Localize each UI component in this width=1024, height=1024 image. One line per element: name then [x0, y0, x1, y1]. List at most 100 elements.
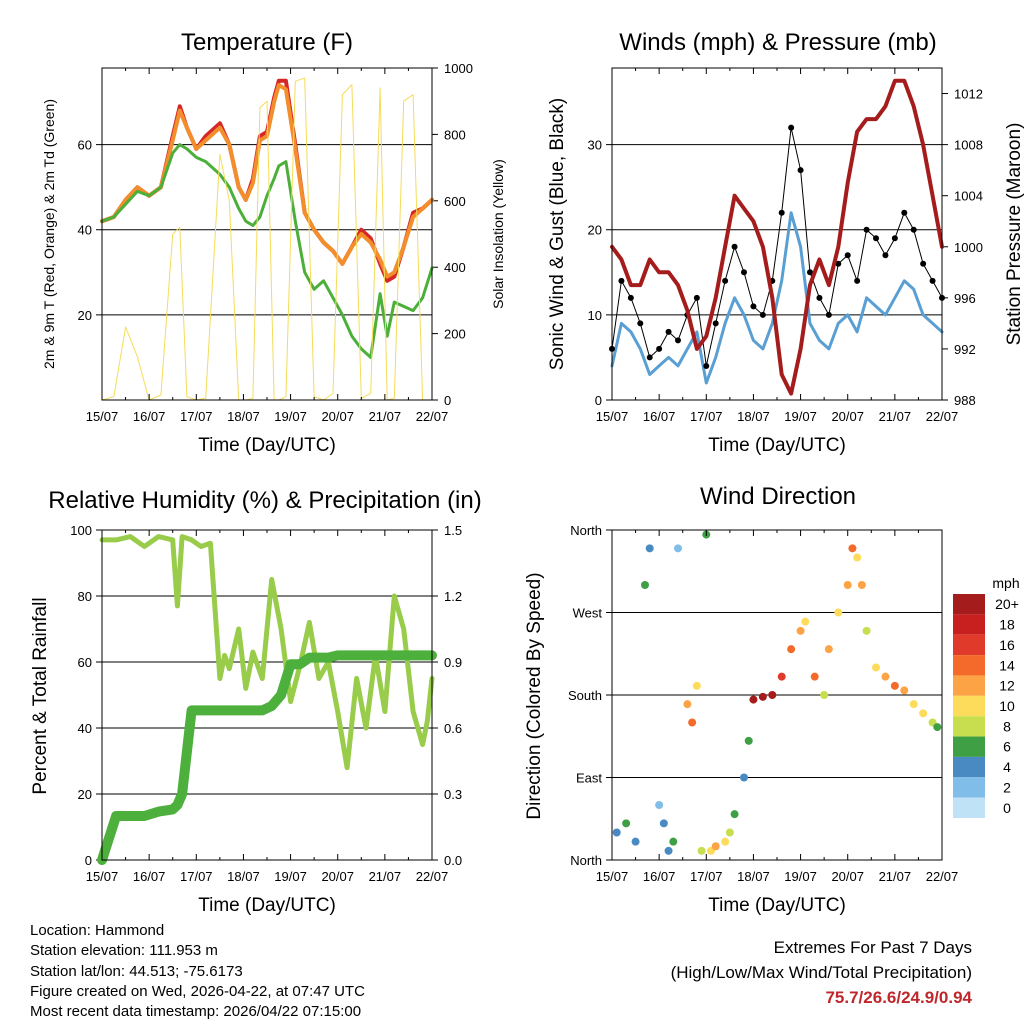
- dir-point: [721, 837, 730, 846]
- dir-point: [674, 544, 682, 553]
- rh-rtick-label: 0.6: [444, 721, 462, 736]
- wind-gust-line: [611, 127, 943, 367]
- wind-xlabel: Time (Day/UTC): [708, 435, 846, 456]
- wind-ytick-label: 0: [595, 393, 602, 408]
- dir-point: [853, 553, 862, 562]
- dir-xtick-label: 17/07: [690, 869, 723, 884]
- dir-point: [725, 828, 734, 837]
- dir-point: [857, 581, 866, 589]
- dir-ytick-label: West: [573, 606, 603, 621]
- temp-rtick-label: 600: [444, 194, 466, 209]
- temp-series-orange: [100, 83, 434, 279]
- dir-xlabel: Time (Day/UTC): [708, 895, 846, 916]
- dir-point: [796, 626, 805, 635]
- colorbar-tick-label: 4: [1003, 759, 1011, 775]
- dir-point: [768, 691, 777, 699]
- colorbar-tick-label: 0: [1003, 800, 1011, 816]
- rh-rtick-label: 0.0: [444, 853, 462, 868]
- dir-point: [862, 626, 871, 635]
- extremes-values: 75.7/26.6/24.9/0.94: [825, 988, 972, 1007]
- colorbar-tick-label: 16: [999, 637, 1015, 653]
- colorbar-tick-label: 20+: [995, 596, 1019, 612]
- wind-rtick-label: 1008: [954, 138, 983, 153]
- dir-point: [692, 681, 701, 690]
- dir-point: [744, 736, 753, 745]
- wind-ytick-label: 20: [588, 223, 602, 238]
- dir-point: [612, 828, 621, 837]
- wind-title: Winds (mph) & Pressure (mb): [619, 29, 936, 56]
- temp-xtick-label: 19/07: [274, 409, 307, 424]
- dir-point: [622, 819, 631, 828]
- rh-ytick-label: 60: [78, 655, 92, 670]
- wind-rtick-label: 988: [954, 393, 976, 408]
- dir-point: [655, 801, 664, 809]
- temp-ylabel-right: Solar Insolation (Yellow): [490, 159, 506, 309]
- temp-title: Temperature (F): [181, 29, 353, 56]
- dir-point: [645, 544, 654, 553]
- temp-xtick-label: 17/07: [180, 409, 213, 424]
- dir-point: [669, 837, 678, 846]
- dir-point: [820, 691, 829, 699]
- wind-rtick-label: 996: [954, 291, 976, 306]
- dir-point: [933, 723, 942, 732]
- dir-title: Wind Direction: [700, 483, 856, 510]
- dir-point: [697, 846, 706, 855]
- temp-rtick-label: 1000: [444, 61, 473, 76]
- temp-rtick-label: 200: [444, 327, 466, 342]
- rh-ylabel: Percent & Total Rainfall: [30, 597, 51, 794]
- dir-point: [777, 672, 786, 681]
- dir-point: [688, 718, 697, 727]
- dir-point: [758, 692, 767, 701]
- colorbar-swatch: [953, 716, 985, 737]
- dir-xtick-label: 20/07: [831, 869, 864, 884]
- colorbar-swatch: [953, 594, 985, 615]
- wind-xtick-label: 15/07: [596, 409, 629, 424]
- colorbar-tick-label: 2: [1003, 779, 1011, 795]
- extremes-title: Extremes For Past 7 Days: [773, 938, 972, 957]
- dir-point: [659, 819, 668, 828]
- dir-point: [872, 663, 880, 672]
- wind-xtick-label: 22/07: [926, 409, 959, 424]
- dir-xtick-label: 22/07: [926, 869, 959, 884]
- wind-rtick-label: 992: [954, 342, 976, 357]
- wind-rtick-label: 1004: [954, 189, 983, 204]
- temp-xtick-label: 20/07: [321, 409, 354, 424]
- temp-ylabel-left: 2m & 9m T (Red, Orange) & 2m Td (Green): [41, 99, 57, 369]
- wind-ytick-label: 30: [588, 138, 602, 153]
- wind-rtick-label: 1012: [954, 87, 983, 102]
- dir-point: [909, 700, 918, 709]
- temp-xtick-label: 18/07: [227, 409, 260, 424]
- rh-rtick-label: 1.2: [444, 589, 462, 604]
- temp-rtick-label: 0: [444, 393, 451, 408]
- dir-point: [890, 681, 899, 690]
- colorbar-tick-label: 18: [999, 617, 1015, 633]
- wind-rtick-label: 1000: [954, 240, 983, 255]
- temp-xlabel: Time (Day/UTC): [198, 435, 336, 456]
- dir-point: [787, 645, 796, 654]
- rh-xtick-label: 19/07: [274, 869, 307, 884]
- wind-series-maroon: [610, 78, 944, 396]
- rh-xtick-label: 21/07: [369, 869, 402, 884]
- temp-ytick-label: 40: [78, 223, 92, 238]
- rh-ytick-label: 40: [78, 721, 92, 736]
- rh-ytick-label: 80: [78, 589, 92, 604]
- wind-ylabel-left: Sonic Wind & Gust (Blue, Black): [547, 98, 568, 370]
- wind-series-blue: [610, 211, 944, 385]
- dir-xtick-label: 21/07: [879, 869, 912, 884]
- rh-rtick-label: 0.3: [444, 787, 462, 802]
- station-info: Location: Hammond Station elevation: 111…: [30, 921, 365, 1022]
- temp-xtick-label: 16/07: [133, 409, 166, 424]
- recent-text: Most recent data timestamp: 2026/04/22 0…: [30, 1003, 362, 1021]
- rh-ytick-label: 20: [78, 787, 92, 802]
- rh-xtick-label: 22/07: [416, 869, 449, 884]
- colorbar-swatch: [953, 675, 985, 696]
- rh-series-rh: [99, 534, 435, 771]
- dir-ylabel: Direction (Colored By Speed): [524, 572, 545, 819]
- wind-ytick-label: 10: [588, 308, 602, 323]
- created-text: Figure created on Wed, 2026-04-22, at 07…: [30, 982, 365, 1000]
- temp-xtick-label: 15/07: [86, 409, 119, 424]
- colorbar-swatch: [953, 756, 985, 778]
- wind-xtick-label: 17/07: [690, 409, 723, 424]
- dir-point: [749, 695, 758, 704]
